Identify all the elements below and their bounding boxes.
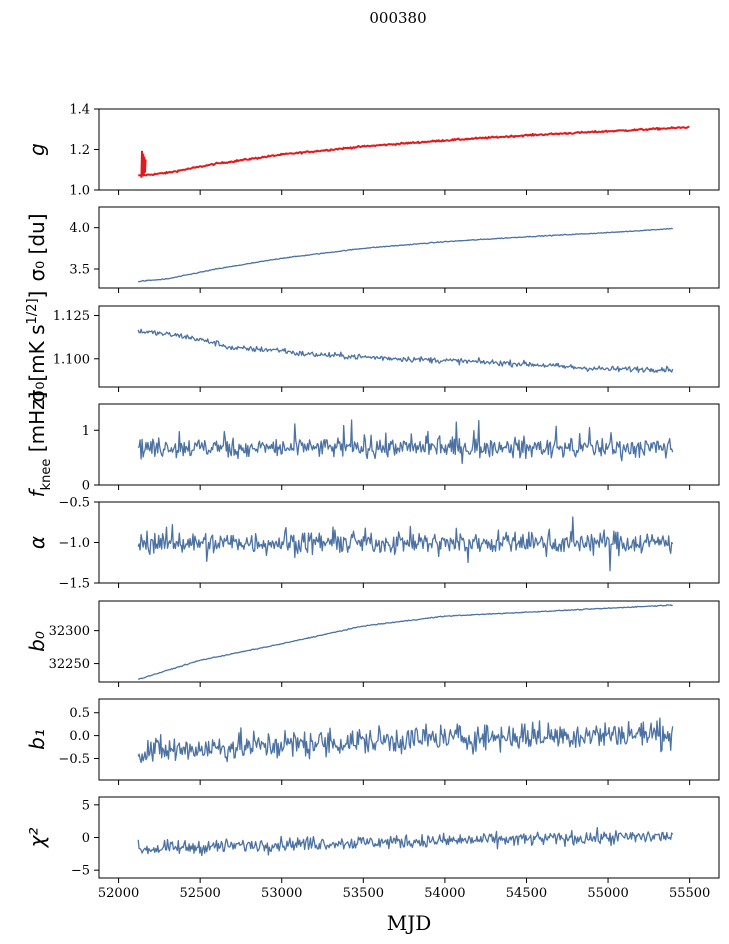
y-tick-label: 1.100	[53, 352, 90, 367]
y-tick-label: −0.5	[58, 496, 90, 511]
y-tick-label: 1.125	[53, 309, 90, 324]
y-tick-label: 0.0	[69, 729, 90, 744]
series-line	[138, 125, 690, 177]
panel-b1: −0.5 0.0 0.5 b₁	[25, 698, 720, 785]
x-tick-label: 53000	[261, 886, 302, 901]
y-axis-label: α	[25, 536, 49, 549]
axes-frame	[98, 796, 720, 879]
axes-frame	[98, 206, 720, 289]
y-tick-label: 3.5	[69, 262, 90, 277]
y-tick-label: −1.5	[58, 577, 90, 592]
y-axis-label: σ₀[mK s1/2]]	[25, 291, 49, 403]
y-axis-label: g	[25, 143, 49, 156]
series-line	[137, 604, 673, 680]
y-tick-label: 1	[82, 424, 90, 439]
y-axis-label: χ²	[25, 828, 49, 849]
x-tick-label: 53500	[343, 886, 384, 901]
y-tick-label: 5	[82, 798, 90, 813]
y-tick-label: 1.0	[69, 184, 90, 199]
x-axis-label: MJD	[387, 911, 432, 935]
y-axis-label: b₀	[25, 631, 49, 652]
y-axis-label: σ₀ [du]	[25, 213, 49, 281]
y-tick-label: 1.4	[69, 103, 90, 118]
panel-fknee: 0 1 fknee [mHz]	[25, 392, 720, 498]
x-tick-label: 55500	[669, 886, 710, 901]
panels: 1.0 1.2 1.4 g 3.5 4.0 σ₀ [du] 1.100 1.125 σ₀[mK s…	[25, 103, 720, 901]
axes-frame	[98, 698, 720, 781]
series-line	[137, 516, 674, 572]
x-tick-label: 52500	[179, 886, 220, 901]
y-tick-label: −5	[71, 864, 90, 879]
axes-frame	[98, 108, 720, 191]
axes-frame	[98, 600, 720, 683]
panel-alpha: −1.5 −1.0 −0.5 α	[25, 496, 720, 592]
series-line	[137, 227, 674, 283]
x-tick-label: 54000	[424, 886, 465, 901]
panel-g: 1.0 1.2 1.4 g	[25, 103, 720, 199]
y-tick-label: 32300	[49, 624, 90, 639]
figure-title: 000380	[369, 9, 426, 27]
y-tick-label: 0	[82, 831, 90, 846]
y-tick-label: 0.5	[69, 706, 90, 721]
series-line	[137, 419, 674, 465]
y-tick-label: 4.0	[69, 221, 90, 236]
axes-frame	[98, 305, 720, 388]
x-tick-label: 55000	[587, 886, 628, 901]
panel-chi2: −5 0 5 52000 52500 53000 53500 54000 54500 55000 5…	[25, 796, 720, 901]
series-line	[137, 717, 674, 764]
y-tick-label: −0.5	[58, 752, 90, 767]
y-tick-label: 0	[82, 479, 90, 494]
y-tick-label: −1.0	[58, 536, 90, 551]
axes-frame	[98, 403, 720, 486]
series-spike	[140, 150, 147, 178]
series-line	[137, 328, 674, 373]
y-tick-label: 1.2	[69, 143, 90, 158]
series-line	[137, 826, 674, 857]
y-axis-label: b₁	[25, 729, 49, 750]
x-tick-label: 54500	[506, 886, 547, 901]
panel-sigma0_mk: 1.100 1.125 σ₀[mK s1/2]]	[25, 291, 720, 403]
panel-sigma0_du: 3.5 4.0 σ₀ [du]	[25, 206, 720, 293]
y-tick-label: 32250	[49, 657, 90, 672]
x-tick-label: 52000	[98, 886, 139, 901]
y-axis-label: fknee [mHz]	[25, 392, 54, 498]
